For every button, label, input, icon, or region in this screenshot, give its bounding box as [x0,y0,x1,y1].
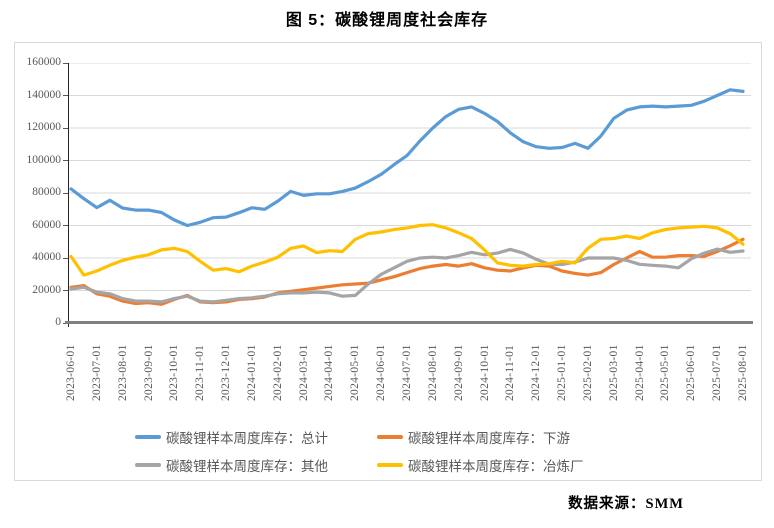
plot-area [69,63,751,323]
y-tick-mark [63,192,69,194]
x-tick-label: 2023-07-01 [90,344,103,401]
y-axis-line [68,63,69,327]
legend: 碳酸锂样本周度库存：总计 碳酸锂样本周度库存：下游 碳酸锂样本周度库存：其他 碳… [135,427,584,475]
legend-swatch-total-line [135,435,161,439]
y-tick-mark [63,225,69,226]
x-tick-label: 2024-10-01 [478,344,491,401]
y-tick-mark [63,290,69,291]
series-line-2 [69,247,745,304]
x-tick-label: 2025-08-01 [737,344,749,401]
legend-swatch-downstream-line [377,435,403,439]
legend-label-downstream: 碳酸锂样本周度库存：下游 [408,431,570,446]
x-tick-label: 2023-10-01 [168,344,181,401]
plot-svg [69,63,751,306]
x-tick-label: 2024-03-01 [297,344,310,401]
x-tick-label: 2024-11-01 [504,344,517,401]
y-tick-label: 140000 [26,88,62,101]
x-tick-label: 2025-03-01 [607,344,620,401]
legend-swatch-smelter-line [377,463,403,467]
y-tick-label: 60000 [32,218,61,231]
y-tick-label: 120000 [26,121,62,133]
x-tick-label: 2025-06-01 [685,344,698,401]
x-tick-label: 2025-01-01 [556,344,569,401]
legend-item-other: 碳酸锂样本周度库存：其他 [135,455,377,475]
x-tick-label: 2024-06-01 [375,344,388,401]
x-tick-label: 2025-04-01 [633,344,646,401]
x-tick-label: 2023-09-01 [142,344,155,401]
x-tick-label: 2025-05-01 [659,344,672,401]
x-tick-label: 2024-07-01 [401,344,413,401]
chart-container: 0 20000 40000 60000 80000 100000 120000 140000 1… [14,42,762,481]
y-tick-label: 0 [55,316,61,328]
y-tick-mark [63,95,69,96]
x-tick-label: 2024-05-01 [349,344,362,401]
y-tick-label: 40000 [32,251,61,263]
x-tick-label: 2024-04-01 [323,344,336,401]
y-tick-label: 160000 [26,56,62,68]
legend-label-total: 碳酸锂样本周度库存：总计 [166,431,328,446]
series-line-3 [69,223,745,277]
x-tick-label: 2023-11-01 [194,344,207,401]
y-tick-mark [63,127,69,129]
series-line-0 [69,88,745,228]
y-tick-label: 20000 [32,283,61,296]
legend-swatch-other-line [135,463,161,467]
y-tick-mark [63,257,69,259]
x-tick-label: 2023-12-01 [220,344,233,401]
x-tick-label: 2023-08-01 [116,344,129,401]
x-tick-label: 2023-06-01 [65,344,77,401]
legend-item-downstream: 碳酸锂样本周度库存：下游 [377,427,584,447]
x-tick-label: 2025-07-01 [711,344,724,401]
y-tick-label: 80000 [32,186,61,198]
x-axis-line [65,321,753,324]
x-tick-label: 2024-08-01 [426,344,439,401]
legend-item-total: 碳酸锂样本周度库存：总计 [135,427,377,447]
x-tick-label: 2024-09-01 [452,344,465,401]
legend-item-smelter: 碳酸锂样本周度库存：冶炼厂 [377,455,584,475]
legend-label-other: 碳酸锂样本周度库存：其他 [166,459,328,474]
y-tick-label: 100000 [26,153,62,166]
x-tick-label: 2025-02-01 [581,344,594,401]
chart-title: 图 5：碳酸锂周度社会库存 [285,12,489,29]
data-source: 数据来源：SMM [568,496,684,512]
y-tick-mark [63,160,69,161]
y-tick-mark [63,62,69,64]
x-tick-label: 2024-02-01 [271,344,284,401]
x-tick-label: 2024-01-01 [245,344,258,401]
x-tick-label: 2024-12-01 [530,344,543,401]
legend-label-smelter: 碳酸锂样本周度库存：冶炼厂 [408,459,584,474]
